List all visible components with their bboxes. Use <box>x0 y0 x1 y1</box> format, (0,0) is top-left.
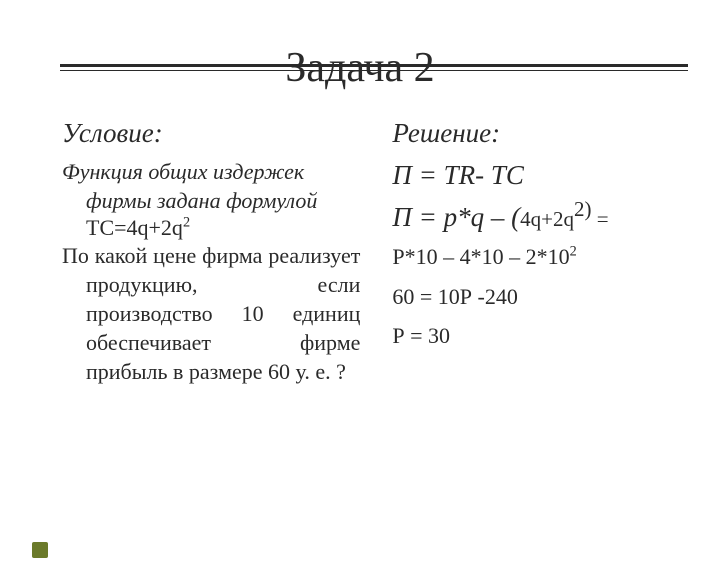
calc1-prefix: Р*10 – 4*10 – 2*10 <box>392 244 569 269</box>
calc-2: 60 = 10Р -240 <box>392 282 682 312</box>
eq2-sup: 2) <box>574 197 592 221</box>
condition-text-1: Функция общих издержек <box>62 157 360 186</box>
equation-2: П = p*q – (4q+2q2) = <box>392 199 682 235</box>
calc-3: Р = 30 <box>392 321 682 351</box>
solution-column: Решение: П = TR- TC П = p*q – (4q+2q2) =… <box>384 118 682 386</box>
tc-prefix: ТС=4q+2q <box>86 215 183 240</box>
condition-column: Условие: Функция общих издержек фирмы за… <box>62 118 384 386</box>
line-thick <box>60 64 688 67</box>
tc-sup: 2 <box>183 215 190 231</box>
condition-text-2: фирмы задана формулой <box>62 186 360 215</box>
line-thin <box>60 70 688 71</box>
calc1-sup: 2 <box>570 244 577 260</box>
condition-question: По какой цене фирма реализует продукцию,… <box>62 241 360 386</box>
eq2-prefix: П = p*q – ( <box>392 202 520 232</box>
bullet-icon <box>32 542 48 558</box>
eq2-suffix: = <box>591 207 608 231</box>
tc-formula: ТС=4q+2q2 <box>62 215 360 241</box>
decorative-lines <box>60 64 688 71</box>
condition-heading: Условие: <box>62 118 360 149</box>
equation-1: П = TR- TC <box>392 157 682 193</box>
solution-heading: Решение: <box>392 118 682 149</box>
calc-1: Р*10 – 4*10 – 2*102 <box>392 242 682 272</box>
eq2-formula: 4q+2q <box>520 207 574 231</box>
content-columns: Условие: Функция общих издержек фирмы за… <box>0 118 720 386</box>
